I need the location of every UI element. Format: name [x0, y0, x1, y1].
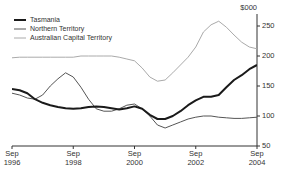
x-tick-label: Sep2002	[187, 149, 204, 167]
y-tick	[257, 56, 260, 57]
x-tick-label: Sep2004	[249, 149, 266, 167]
y-tick	[257, 116, 260, 117]
plot-area	[12, 21, 257, 128]
x-tick-label: Sep1998	[65, 149, 82, 167]
x-tick-label: Sep1996	[4, 149, 21, 167]
y-tick	[257, 86, 260, 87]
legend-swatch	[14, 38, 26, 39]
y-axis-label: $000	[240, 3, 257, 12]
legend-swatch	[14, 29, 26, 30]
series-line	[12, 73, 257, 128]
y-tick-label: 200	[262, 51, 275, 60]
legend-label: Northern Territory	[30, 25, 85, 33]
y-tick-label: 250	[262, 21, 275, 30]
x-tick-label: Sep2000	[126, 149, 143, 167]
y-tick-label: 100	[262, 111, 275, 120]
y-tick	[257, 26, 260, 27]
legend-swatch	[14, 19, 26, 21]
legend-label: Australian Capital Territory	[30, 34, 112, 42]
legend-label: Tasmania	[30, 16, 60, 23]
series-line	[12, 21, 257, 81]
y-axis-line	[257, 14, 258, 146]
series-line	[12, 65, 257, 119]
y-tick-label: 150	[262, 81, 275, 90]
legend: Tasmania Northern TerritoryAustralian Cap…	[14, 16, 112, 42]
chart: 50100150200250$000Sep1996Sep1998Sep2000S…	[0, 0, 283, 170]
